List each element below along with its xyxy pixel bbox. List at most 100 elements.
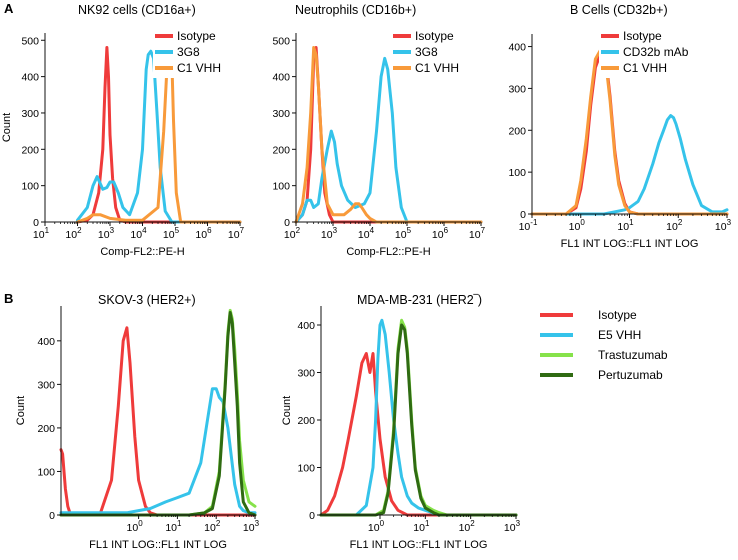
x-tick-exponent: 3 [255, 519, 260, 528]
x-axis-title: Comp-FL2::PE-H [100, 246, 184, 258]
y-tick-label: 100 [297, 463, 315, 475]
x-tick-label: 102 [666, 218, 683, 233]
x-tick-label: 106 [195, 226, 212, 241]
chart-title: B Cells (CD32b+) [570, 3, 668, 17]
x-tick-exponent: 2 [77, 226, 82, 235]
legend-label: Isotype [598, 308, 637, 322]
y-tick-label: 300 [37, 379, 55, 391]
y-tick-label: 0 [33, 217, 39, 229]
y-tick-label: 200 [37, 423, 55, 435]
x-axis-title: FL1 INT LOG::FL1 INT LOG [561, 238, 699, 250]
x-tick-label: 104 [130, 226, 147, 241]
y-tick-label: 500 [272, 35, 290, 47]
chart-skov3: SKOV-3 (HER2+) 0 100 200 300 400 100 101 102 103 F… [15, 293, 260, 551]
x-tick-exponent: 5 [407, 226, 412, 235]
x-tick-label: 101 [413, 519, 430, 534]
legend-label: Isotype [177, 29, 216, 43]
x-tick-exponent: 4 [370, 226, 375, 235]
x-tick-label: 102 [204, 519, 221, 534]
x-tick-label: 102 [284, 226, 301, 241]
x-tick-exponent: 1 [425, 519, 430, 528]
y-tick-label: 400 [297, 320, 315, 332]
x-tick-exponent: 3 [333, 226, 338, 235]
x-tick-exponent: -1 [530, 218, 538, 227]
x-tick-exponent: 4 [142, 226, 147, 235]
legend-label: Isotype [623, 29, 662, 43]
x-tick-exponent: 0 [380, 519, 385, 528]
x-tick-exponent: 2 [216, 519, 221, 528]
x-tick-label: 103 [504, 519, 521, 534]
legend-label: C1 VHH [623, 61, 667, 75]
x-axis-title: FL1 INT LOG::FL1 INT LOG [350, 539, 488, 551]
x-tick-label: 103 [321, 226, 338, 241]
x-tick-exponent: 2 [678, 218, 683, 227]
y-axis-title: Count [15, 396, 27, 425]
x-tick-label: 102 [65, 226, 82, 241]
legend-label: Isotype [415, 29, 454, 43]
chart-title: SKOV-3 (HER2+) [98, 293, 196, 307]
x-tick-label: 101 [617, 218, 634, 233]
x-tick-label: 102 [459, 519, 476, 534]
y-axis-title: Count [1, 113, 13, 142]
legend-label: CD32b mAb [623, 45, 689, 59]
legend-label: E5 VHH [598, 328, 641, 342]
x-tick-label: 101 [33, 226, 50, 241]
y-tick-label: 0 [49, 510, 55, 522]
y-tick-label: 300 [21, 108, 39, 120]
series-line-pertuzumab [319, 323, 518, 517]
x-tick-label: 100 [127, 519, 144, 534]
y-tick-label: 200 [21, 144, 39, 156]
x-tick-label: 105 [395, 226, 412, 241]
x-tick-label: 100 [368, 519, 385, 534]
chart-title: MDA-MB-231 (HER2‾) [357, 293, 482, 307]
x-tick-exponent: 0 [580, 218, 585, 227]
series-line-cd32b-mab [530, 114, 729, 216]
x-tick-exponent: 2 [470, 519, 475, 528]
series-line-isotype [59, 326, 257, 517]
y-tick-label: 400 [37, 336, 55, 348]
y-tick-label: 400 [21, 72, 39, 84]
x-tick-exponent: 5 [175, 226, 180, 235]
y-tick-label: 100 [21, 181, 39, 193]
chart-neutrophils: Neutrophils (CD16b+) 0 100 200 300 400 500 102 1… [272, 3, 485, 258]
x-tick-label: 106 [432, 226, 449, 241]
x-tick-exponent: 6 [207, 226, 212, 235]
y-tick-label: 400 [272, 72, 290, 84]
x-tick-exponent: 3 [727, 218, 732, 227]
panel-label-a: A [4, 1, 14, 16]
x-tick-label: 101 [165, 519, 182, 534]
y-tick-label: 0 [309, 510, 315, 522]
series-line-3g8 [294, 56, 483, 224]
x-tick-exponent: 1 [45, 226, 50, 235]
legend-label: 3G8 [415, 45, 438, 59]
x-tick-label: 10-1 [519, 218, 538, 233]
x-tick-label: 107 [469, 226, 486, 241]
y-tick-label: 500 [21, 35, 39, 47]
legend-label: Pertuzumab [598, 368, 663, 382]
y-tick-label: 200 [272, 144, 290, 156]
legend-panel-b: Isotype E5 VHH Trastuzumab Pertuzumab [540, 308, 668, 382]
x-tick-label: 103 [243, 519, 260, 534]
panel-label-b: B [4, 291, 13, 306]
y-tick-label: 200 [297, 415, 315, 427]
y-tick-label: 100 [37, 466, 55, 478]
y-tick-label: 300 [297, 368, 315, 380]
x-axis-title: FL1 INT LOG::FL1 INT LOG [89, 539, 227, 551]
y-tick-label: 100 [508, 167, 526, 179]
chart-nk92: NK92 cells (CD16a+) 0 100 200 300 400 500 101 10… [1, 3, 245, 258]
chart-title: Neutrophils (CD16b+) [295, 3, 416, 17]
y-tick-label: 100 [272, 181, 290, 193]
y-tick-label: 200 [508, 125, 526, 137]
x-tick-exponent: 7 [240, 226, 245, 235]
y-tick-label: 300 [508, 83, 526, 95]
x-tick-exponent: 7 [481, 226, 486, 235]
x-tick-label: 104 [358, 226, 375, 241]
x-tick-label: 105 [163, 226, 180, 241]
series-line-e5-vhh [319, 318, 518, 517]
x-tick-exponent: 3 [110, 226, 115, 235]
x-tick-label: 100 [569, 218, 586, 233]
y-tick-label: 300 [272, 108, 290, 120]
